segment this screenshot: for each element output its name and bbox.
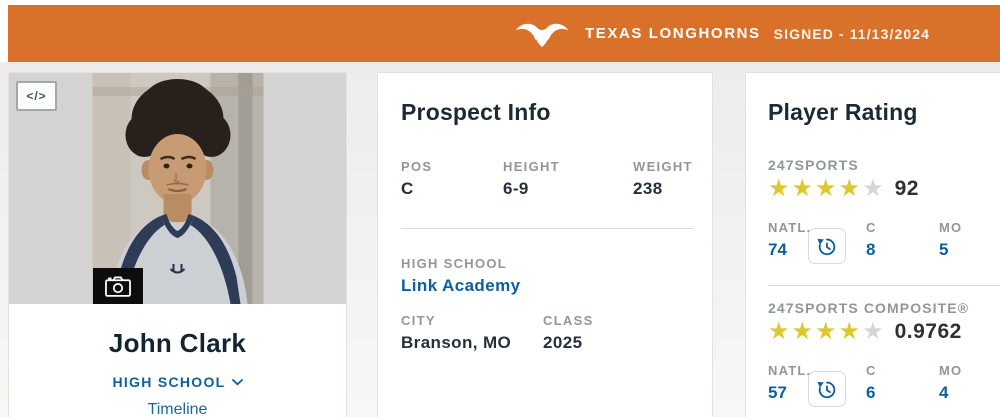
chevron-down-icon xyxy=(231,378,243,386)
player-photo xyxy=(92,73,263,304)
clock-history-icon xyxy=(817,238,836,256)
vitals-row: POS C HEIGHT 6-9 WEIGHT 238 xyxy=(401,159,694,200)
star-filled-icon: ★ xyxy=(791,175,816,202)
divider xyxy=(401,228,694,229)
city-label: CITY xyxy=(401,313,436,328)
player-name: John Clark xyxy=(108,328,247,358)
banner-signed-status: SIGNED - 11/13/2024 xyxy=(773,25,930,42)
jersey-logo xyxy=(169,264,185,274)
rank-label: MO xyxy=(939,220,963,235)
rating-source-label: 247SPORTS xyxy=(768,157,859,173)
rank-history-cell xyxy=(808,371,866,407)
rank-position: C 6 xyxy=(866,363,939,404)
star-filled-icon: ★ xyxy=(768,318,792,345)
rank-label: C xyxy=(866,363,877,378)
embed-button[interactable]: </> xyxy=(16,81,57,111)
class-field: CLASS 2025 xyxy=(543,313,594,354)
rank-state: MO 5 xyxy=(939,220,962,261)
rank-value[interactable]: 74 xyxy=(768,240,787,259)
vital-weight: WEIGHT 238 xyxy=(633,159,693,200)
timeline-link[interactable]: Timeline xyxy=(147,401,208,417)
vital-pos: POS C xyxy=(401,159,503,200)
star-filled-icon: ★ xyxy=(815,175,839,202)
rank-history-cell xyxy=(808,228,866,264)
player-hair xyxy=(125,79,230,157)
vital-label: POS xyxy=(401,159,433,174)
star-filled-icon: ★ xyxy=(768,175,792,202)
clock-history-icon xyxy=(817,381,836,399)
player-rating-title: Player Rating xyxy=(768,99,918,125)
player-photo-area: </> xyxy=(9,73,346,304)
prospect-info-card: Prospect Info POS C HEIGHT 6-9 WEIGHT 23… xyxy=(377,72,713,417)
rating-score: 0.9762 xyxy=(894,320,962,343)
stars: ★★★★★ xyxy=(768,319,886,345)
player-rating-card: Player Rating 247SPORTS ★★★★★ 92 NATL. 7… xyxy=(745,72,1000,417)
star-filled-icon: ★ xyxy=(815,318,839,345)
rating-score: 92 xyxy=(894,177,919,200)
rank-value[interactable]: 8 xyxy=(866,240,876,259)
photo-gallery-button[interactable] xyxy=(93,268,143,304)
banner-team-name[interactable]: TEXAS LONGHORNS xyxy=(584,25,761,42)
high-school-label: HIGH SCHOOL xyxy=(401,256,508,271)
vital-height: HEIGHT 6-9 xyxy=(503,159,633,200)
vital-value: 6-9 xyxy=(503,179,529,198)
star-filled-icon: ★ xyxy=(838,175,863,202)
rank-label: MO xyxy=(939,363,963,378)
longhorn-icon xyxy=(515,23,569,47)
city-field: CITY Branson, MO xyxy=(401,313,543,354)
vital-value: C xyxy=(401,179,414,198)
rank-state: MO 4 xyxy=(939,363,962,404)
vital-value: 238 xyxy=(633,179,663,198)
rank-value[interactable]: 5 xyxy=(939,240,949,259)
code-embed-icon: </> xyxy=(26,89,47,103)
city-class-row: CITY Branson, MO CLASS 2025 xyxy=(401,313,694,354)
rank-value[interactable]: 6 xyxy=(866,383,876,402)
rank-label: C xyxy=(866,220,877,235)
rank-history-button[interactable] xyxy=(808,371,846,407)
city-value: Branson, MO xyxy=(401,333,512,352)
vital-label: WEIGHT xyxy=(633,159,693,174)
prospect-info-title: Prospect Info xyxy=(401,99,551,125)
star-filled-icon: ★ xyxy=(791,318,816,345)
rank-history-button[interactable] xyxy=(808,228,846,264)
stars: ★★★★★ xyxy=(768,176,886,202)
rank-position: C 8 xyxy=(866,220,939,261)
divider xyxy=(768,285,1000,286)
star-rating: ★★★★★ 92 xyxy=(768,176,1000,202)
camera-icon xyxy=(105,276,131,297)
player-card: </> John Clark HIGH SCHOOL xyxy=(8,72,347,417)
rank-value[interactable]: 57 xyxy=(768,383,787,402)
level-label: HIGH SCHOOL xyxy=(112,374,226,390)
rating-source-label: 247SPORTS COMPOSITE® xyxy=(768,300,970,316)
rank-row: NATL. 74 C 8 MO xyxy=(768,220,1000,264)
vital-label: HEIGHT xyxy=(503,159,560,174)
rank-natl: NATL. 74 xyxy=(768,220,812,261)
star-rating: ★★★★★ 0.9762 xyxy=(768,319,1000,345)
class-label: CLASS xyxy=(543,313,594,328)
class-value: 2025 xyxy=(543,333,583,352)
star-filled-icon: ★ xyxy=(838,318,863,345)
star-empty-icon: ★ xyxy=(862,175,886,202)
rank-row: NATL. 57 C 6 MO xyxy=(768,363,1000,407)
commitment-banner[interactable]: TEXAS LONGHORNS SIGNED - 11/13/2024 xyxy=(8,5,1000,62)
level-dropdown[interactable]: HIGH SCHOOL xyxy=(112,374,243,390)
high-school-link[interactable]: Link Academy xyxy=(401,276,521,295)
rank-label: NATL. xyxy=(768,220,812,235)
rank-label: NATL. xyxy=(768,363,812,378)
star-empty-icon: ★ xyxy=(862,318,886,345)
rank-value[interactable]: 4 xyxy=(939,383,949,402)
rank-natl: NATL. 57 xyxy=(768,363,812,404)
